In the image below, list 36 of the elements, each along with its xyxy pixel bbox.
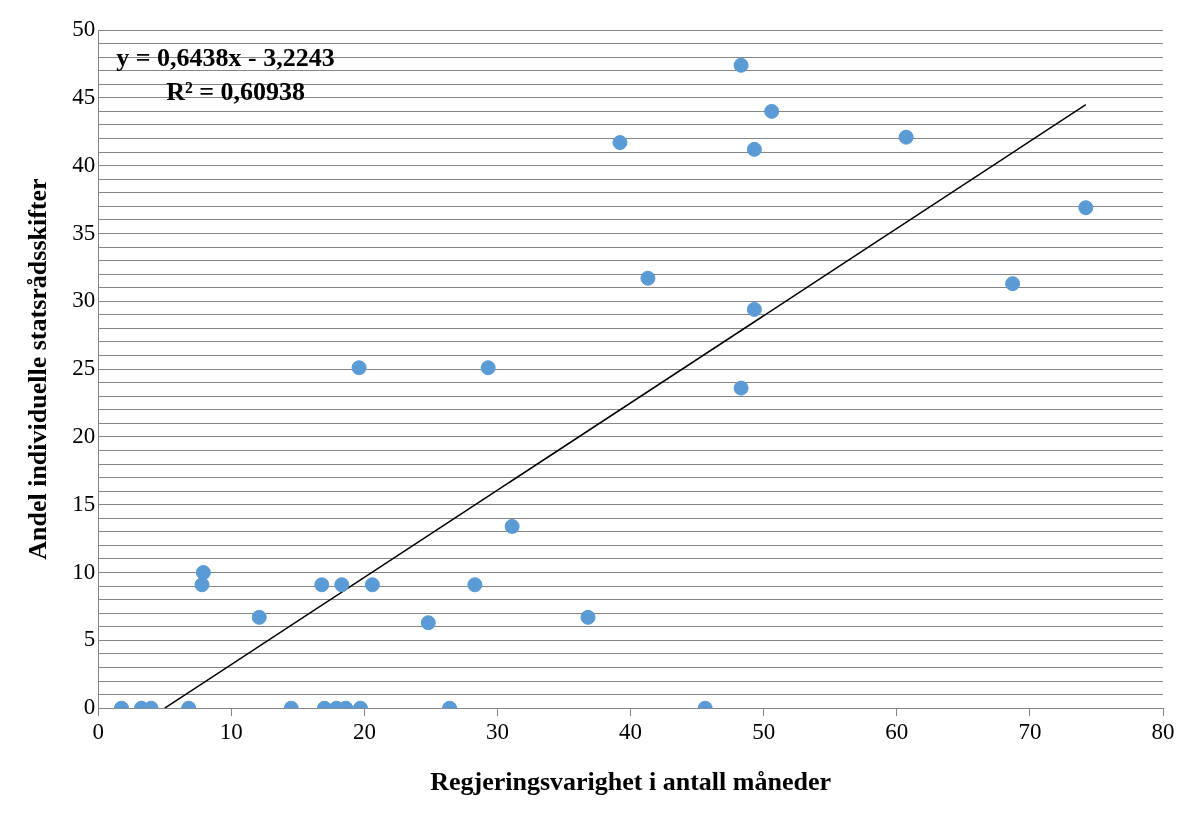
y-tick-label: 30 [72, 287, 96, 313]
point [733, 380, 749, 396]
x-axis-title: Regjeringsvarighet i antall måneder [430, 767, 831, 797]
x-tick-label: 40 [619, 719, 643, 745]
point [746, 141, 762, 157]
y-tick-label: 50 [72, 16, 96, 42]
annotation: y = 0,6438x - 3,2243 [116, 42, 335, 72]
y-tick-label: 0 [83, 694, 96, 720]
y-tick-label: 35 [72, 219, 96, 245]
annotation: R² = 0,60938 [166, 76, 306, 106]
y-tick-label: 25 [72, 355, 96, 381]
y-tick-label: 5 [83, 626, 96, 652]
y-tick-label: 15 [72, 490, 96, 516]
point [1078, 200, 1094, 216]
point [1005, 276, 1021, 292]
point [746, 301, 762, 317]
point [480, 360, 496, 376]
x-tick-label: 10 [219, 719, 243, 745]
point [504, 518, 520, 534]
y-tick-label: 40 [72, 151, 96, 177]
point [733, 57, 749, 73]
x-tick-label: 70 [1018, 719, 1042, 745]
x-tick-label: 60 [885, 719, 909, 745]
point [640, 270, 656, 286]
x-tick-label: 30 [486, 719, 509, 745]
x-tick-label: 80 [1151, 719, 1175, 745]
x-tick-label: 50 [752, 719, 776, 745]
point [351, 360, 367, 376]
point [612, 135, 628, 151]
y-tick-label: 45 [72, 83, 96, 109]
x-tick-label: 20 [352, 719, 376, 745]
y-tick-label: 20 [72, 422, 96, 448]
point [764, 103, 780, 119]
y-axis-title: Andel individuelle statsrådsskifter [23, 178, 53, 560]
point [898, 129, 914, 145]
y-tick-label: 10 [72, 558, 96, 584]
